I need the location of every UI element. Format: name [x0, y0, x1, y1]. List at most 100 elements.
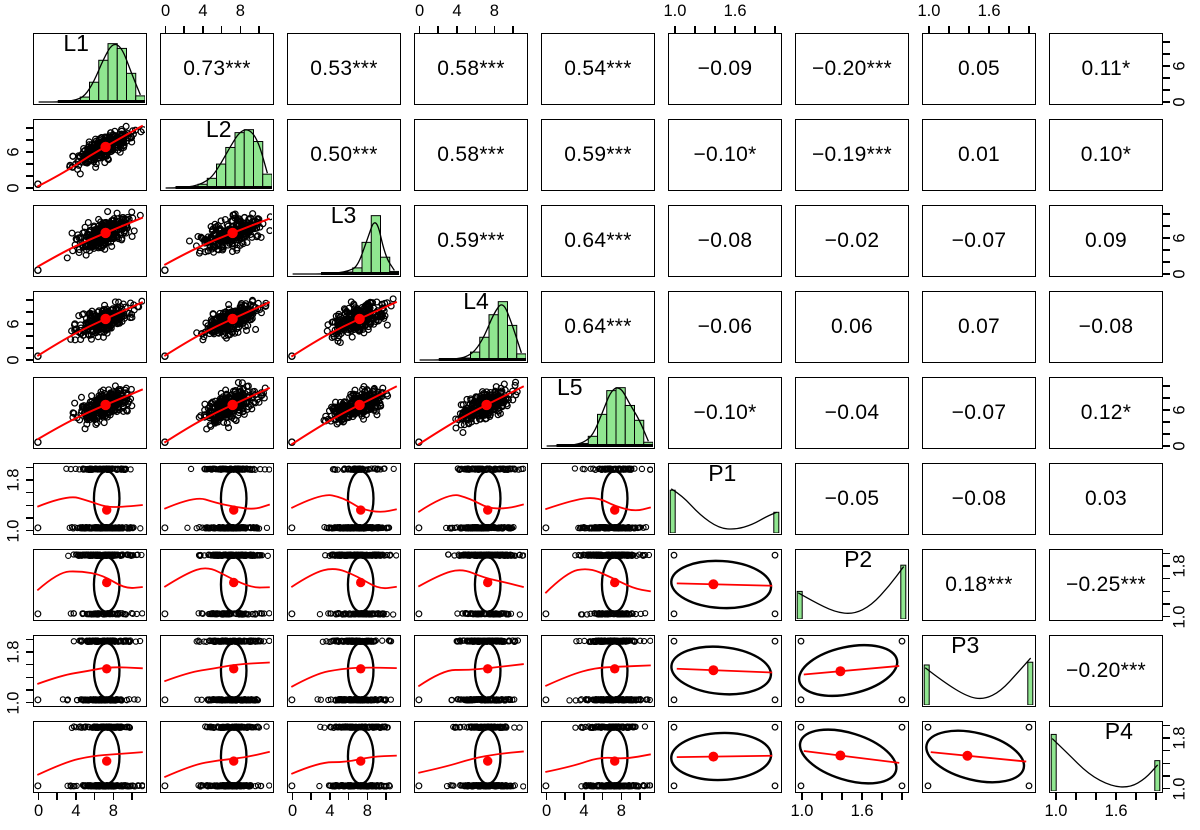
x-axis-tick-label: 0 [287, 802, 298, 820]
axis-tick [26, 479, 33, 481]
axis-tick [1163, 433, 1170, 435]
axis-tick [26, 504, 33, 507]
diagonal-variable-label: P4 [1104, 718, 1133, 744]
correlation-value: −0.08 [1078, 315, 1134, 338]
panel-r8c8-diagonal-P3-P3: P3 [922, 632, 1036, 707]
panel-canvas [161, 722, 272, 791]
axis-tick [928, 26, 930, 33]
axis-tick [1163, 385, 1170, 387]
axis-tick [26, 638, 33, 641]
x-axis-tick-label: 1.6 [850, 802, 874, 820]
y-axis-tick-label: 1.0 [4, 519, 23, 543]
panel-r5c5-diagonal-L5-L5: L5 [541, 374, 655, 449]
axis-tick [291, 793, 294, 800]
panel-r7c3-scatter-P2-L3 [287, 549, 401, 621]
axis-tick [583, 793, 585, 800]
axis-tick [26, 491, 33, 494]
panel-r5c7-correlation-L5-P2: −0.04 [795, 377, 909, 449]
axis-tick [26, 127, 33, 129]
axis-tick [1163, 41, 1170, 43]
panel-r7c1-scatter-P2-L1 [33, 549, 147, 621]
panel-r8c6-scatter-P3-P1 [668, 635, 782, 707]
panel-canvas [161, 120, 272, 189]
panel-canvas [669, 464, 780, 533]
axis-tick [329, 793, 331, 800]
panel-r7c4-scatter-P2-L4 [414, 549, 528, 621]
axis-tick [1163, 225, 1170, 227]
axis-tick [26, 529, 33, 532]
panel-r1c4-correlation-L1-L4: 0.58*** [414, 33, 528, 105]
panel-canvas [161, 550, 272, 619]
panel-r6c9-correlation-P1-P4: 0.03 [1049, 463, 1163, 535]
correlation-value: 0.12* [1080, 401, 1132, 424]
panel-canvas [796, 636, 907, 705]
panel-r7c7-diagonal-P2-P2: P2 [795, 546, 909, 621]
x-axis-tick-label: 1.6 [723, 2, 747, 20]
x-axis-tick-label: 1.6 [1104, 802, 1128, 820]
axis-tick [1163, 213, 1170, 215]
axis-tick [948, 26, 950, 33]
axis-tick [1163, 737, 1170, 739]
diagonal-variable-label: L4 [463, 288, 489, 314]
axis-tick [1163, 603, 1170, 605]
panel-canvas [161, 464, 272, 533]
axis-tick [26, 701, 33, 704]
panel-r9c3-scatter-P4-L3 [287, 721, 401, 793]
panel-canvas [542, 636, 653, 705]
y-axis-tick-label: 6 [4, 319, 23, 329]
x-axis-tick-label: 4 [452, 2, 462, 20]
axis-tick [564, 793, 567, 800]
panel-r1c7-correlation-L1-P2: −0.20*** [795, 33, 909, 105]
panel-canvas [796, 722, 907, 791]
correlation-value: −0.09 [697, 57, 753, 80]
panel-canvas [288, 464, 399, 533]
panel-r9c4-scatter-P4-L4 [414, 721, 528, 793]
y-axis-tick-label: 0 [1170, 269, 1189, 279]
axis-tick [26, 359, 33, 361]
y-axis-tick-label: 0 [4, 183, 23, 193]
axis-tick [1163, 565, 1170, 567]
axis-tick [26, 335, 33, 337]
axis-tick [26, 323, 33, 325]
correlation-value: 0.03 [1084, 487, 1128, 510]
panel-canvas [288, 636, 399, 705]
panel-r6c6-diagonal-P1-P1: P1 [668, 460, 782, 535]
panel-r6c2-scatter-P1-L2 [160, 463, 274, 535]
axis-tick [26, 311, 33, 313]
panel-r9c6-scatter-P4-P1 [668, 721, 782, 793]
panel-r6c1-scatter-P1-L1 [33, 463, 147, 535]
panel-r2c3-correlation-L2-L3: 0.50*** [287, 119, 401, 191]
panel-r5c9-correlation-L5-P4: 0.12* [1049, 377, 1163, 449]
correlation-value: 0.50*** [310, 143, 378, 166]
panel-r3c1-scatter-L3-L1 [33, 205, 147, 277]
panel-r2c7-correlation-L2-P2: −0.19*** [795, 119, 909, 191]
axis-tick [1163, 552, 1170, 555]
axis-tick [620, 793, 623, 800]
panel-canvas [542, 378, 653, 447]
panel-r6c3-scatter-P1-L3 [287, 463, 401, 535]
correlation-value: 0.09 [1084, 229, 1128, 252]
correlation-value: 0.64*** [564, 229, 632, 252]
panel-r7c5-scatter-P2-L5 [541, 549, 655, 621]
axis-tick [112, 793, 115, 800]
panel-canvas [34, 120, 145, 189]
axis-tick [26, 663, 33, 666]
axis-tick [456, 26, 458, 33]
panel-r8c4-scatter-P3-L4 [414, 635, 528, 707]
panel-r6c4-scatter-P1-L4 [414, 463, 528, 535]
axis-tick [801, 793, 803, 800]
panel-r7c8-correlation-P2-P3: 0.18*** [922, 549, 1036, 621]
axis-tick [26, 689, 33, 691]
x-axis-tick-label: 4 [325, 802, 335, 820]
panel-r2c4-correlation-L2-L4: 0.58*** [414, 119, 528, 191]
y-axis-tick-label: 6 [1170, 61, 1189, 71]
axis-tick [1163, 77, 1170, 79]
panel-r5c6-correlation-L5-P1: −0.10* [668, 377, 782, 449]
axis-tick [1163, 65, 1170, 67]
panel-canvas [796, 550, 907, 619]
axis-tick [1075, 793, 1077, 800]
x-axis-tick-label: 8 [235, 2, 245, 20]
panel-r6c7-correlation-P1-P2: −0.05 [795, 463, 909, 535]
axis-tick [385, 793, 387, 800]
correlation-value: −0.08 [697, 229, 753, 252]
